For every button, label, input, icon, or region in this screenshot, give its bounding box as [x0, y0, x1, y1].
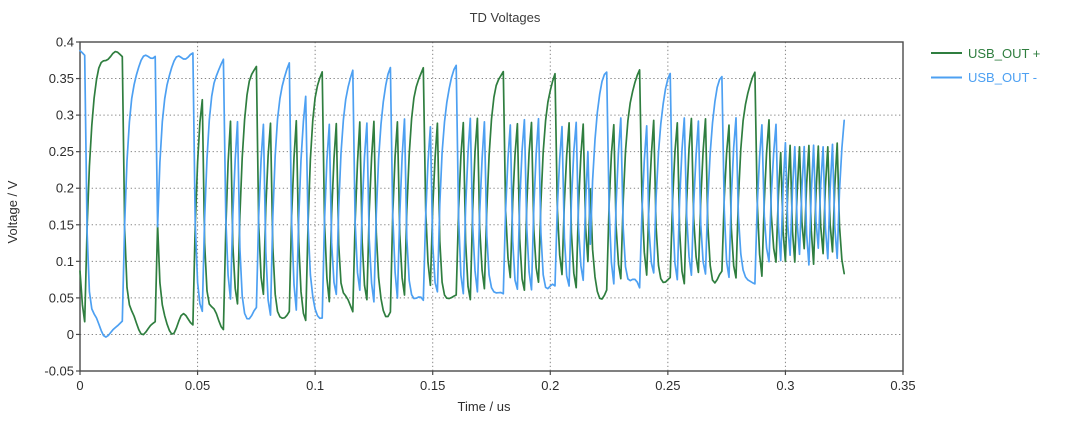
x-tick-label: 0.2: [541, 378, 559, 393]
x-tick-label: 0.05: [185, 378, 210, 393]
legend-label-minus: USB_OUT -: [968, 70, 1037, 85]
usb-out-minus-trace: [79, 49, 846, 338]
x-tick-label: 0.15: [420, 378, 445, 393]
legend: USB_OUT + USB_OUT -: [931, 46, 1040, 85]
x-tick-label: 0.3: [776, 378, 794, 393]
plot-border: [79, 41, 904, 372]
y-axis-label: Voltage / V: [5, 180, 20, 243]
chart-title: TD Voltages: [470, 10, 541, 25]
tick-layer: 0 0.05 0.1 0.15 0.2 0.25 0.3 0.35 0.4 0.35 0.3 0.25…: [44, 35, 915, 394]
x-tick-label: 0: [76, 378, 83, 393]
y-tick-label: 0.4: [56, 35, 74, 50]
usb-out-plus-trace: [79, 50, 846, 336]
y-tick-label: 0.3: [56, 108, 74, 123]
trace-layer: [79, 49, 846, 338]
legend-label-plus: USB_OUT +: [968, 46, 1040, 61]
y-tick-label: 0.1: [56, 254, 74, 269]
y-tick-label: -0.05: [44, 364, 74, 379]
x-tick-label: 0.25: [655, 378, 680, 393]
y-tick-label: 0.35: [49, 71, 74, 86]
y-tick-label: 0.05: [49, 290, 74, 305]
y-tick-label: 0.2: [56, 181, 74, 196]
x-axis-label: Time / us: [458, 399, 511, 414]
y-tick-label: 0.15: [49, 217, 74, 232]
grid-layer: [80, 42, 903, 371]
x-tick-label: 0.35: [890, 378, 915, 393]
y-tick-label: 0: [67, 327, 74, 342]
y-tick-label: 0.25: [49, 144, 74, 159]
x-tick-label: 0.1: [306, 378, 324, 393]
